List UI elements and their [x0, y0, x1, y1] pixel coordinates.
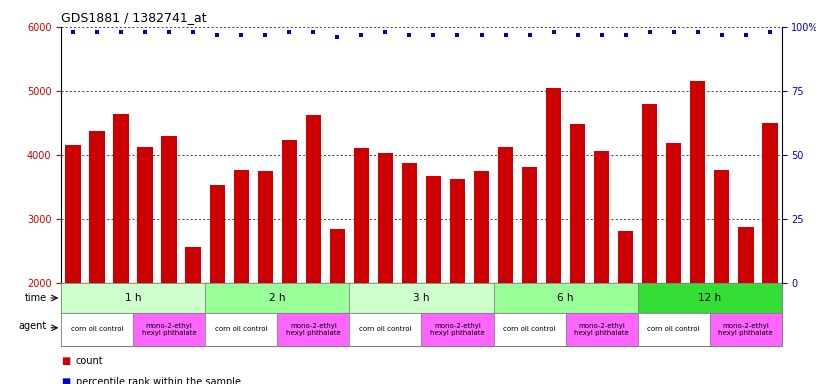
Bar	[690, 81, 706, 384]
Text: percentile rank within the sample: percentile rank within the sample	[76, 377, 241, 384]
Bar	[426, 176, 441, 384]
Bar	[494, 313, 565, 346]
Point	[187, 29, 200, 35]
Text: 1 h: 1 h	[125, 293, 141, 303]
Bar	[61, 313, 133, 346]
Point	[667, 29, 681, 35]
Bar	[137, 147, 153, 384]
Text: count: count	[76, 356, 104, 366]
Text: ■: ■	[61, 377, 70, 384]
Point	[715, 31, 728, 38]
Point	[523, 31, 536, 38]
Text: mono-2-ethyl
hexyl phthalate: mono-2-ethyl hexyl phthalate	[430, 323, 485, 336]
Text: mono-2-ethyl
hexyl phthalate: mono-2-ethyl hexyl phthalate	[574, 323, 629, 336]
Bar	[353, 148, 369, 384]
Point	[67, 29, 80, 35]
Bar	[421, 313, 494, 346]
Bar	[90, 131, 105, 384]
Point	[91, 29, 104, 35]
Point	[499, 31, 512, 38]
Bar	[474, 171, 490, 384]
Point	[235, 31, 248, 38]
Point	[475, 31, 488, 38]
Point	[547, 29, 560, 35]
Bar	[378, 153, 393, 384]
Text: corn oil control: corn oil control	[647, 326, 700, 333]
Bar	[618, 231, 633, 384]
Point	[115, 29, 128, 35]
Text: corn oil control: corn oil control	[359, 326, 412, 333]
Text: mono-2-ethyl
hexyl phthalate: mono-2-ethyl hexyl phthalate	[142, 323, 197, 336]
Bar	[521, 167, 538, 384]
Text: 2 h: 2 h	[269, 293, 286, 303]
Point	[330, 34, 344, 40]
Bar	[710, 313, 782, 346]
Bar	[282, 140, 297, 384]
Point	[379, 29, 392, 35]
Text: 6 h: 6 h	[557, 293, 574, 303]
Point	[355, 31, 368, 38]
Text: ■: ■	[61, 356, 70, 366]
Point	[307, 29, 320, 35]
Bar	[65, 145, 81, 384]
Bar	[61, 283, 206, 313]
Text: corn oil control: corn oil control	[503, 326, 556, 333]
Bar	[258, 171, 273, 384]
Point	[211, 31, 224, 38]
Bar	[498, 147, 513, 384]
Bar	[206, 283, 349, 313]
Point	[739, 31, 752, 38]
Point	[403, 31, 416, 38]
Text: corn oil control: corn oil control	[215, 326, 268, 333]
Point	[259, 31, 272, 38]
Bar	[450, 179, 465, 384]
Text: GDS1881 / 1382741_at: GDS1881 / 1382741_at	[61, 11, 206, 24]
Bar	[113, 114, 129, 384]
Bar	[305, 115, 322, 384]
Point	[763, 29, 776, 35]
Bar	[714, 170, 730, 384]
Bar	[349, 313, 421, 346]
Bar	[565, 313, 637, 346]
Bar	[349, 283, 494, 313]
Point	[162, 29, 175, 35]
Text: mono-2-ethyl
hexyl phthalate: mono-2-ethyl hexyl phthalate	[286, 323, 341, 336]
Point	[643, 29, 656, 35]
Bar	[185, 247, 201, 384]
Point	[283, 29, 296, 35]
Point	[619, 31, 632, 38]
Bar	[277, 313, 349, 346]
Bar	[210, 185, 225, 384]
Text: time: time	[24, 293, 47, 303]
Point	[139, 29, 152, 35]
Text: mono-2-ethyl
hexyl phthalate: mono-2-ethyl hexyl phthalate	[718, 323, 773, 336]
Text: 3 h: 3 h	[413, 293, 430, 303]
Bar	[494, 283, 637, 313]
Bar	[666, 143, 681, 384]
Point	[595, 31, 608, 38]
Bar	[206, 313, 277, 346]
Bar	[637, 283, 782, 313]
Bar	[642, 104, 658, 384]
Bar	[738, 227, 753, 384]
Point	[691, 29, 704, 35]
Bar	[594, 151, 610, 384]
Text: agent: agent	[19, 321, 47, 331]
Bar	[546, 88, 561, 384]
Point	[427, 31, 440, 38]
Bar	[762, 123, 778, 384]
Bar	[570, 124, 585, 384]
Bar	[162, 136, 177, 384]
Text: corn oil control: corn oil control	[71, 326, 123, 333]
Text: 12 h: 12 h	[698, 293, 721, 303]
Bar	[401, 163, 417, 384]
Point	[571, 31, 584, 38]
Point	[451, 31, 464, 38]
Bar	[233, 170, 249, 384]
Bar	[637, 313, 710, 346]
Bar	[133, 313, 206, 346]
Bar	[330, 228, 345, 384]
